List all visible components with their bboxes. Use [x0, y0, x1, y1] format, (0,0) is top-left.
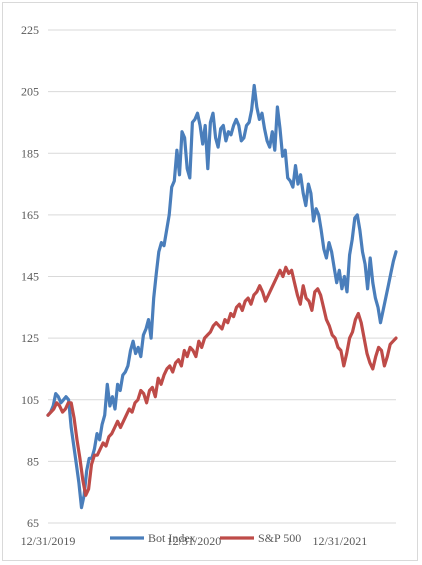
series-line-bot-index: [46, 83, 398, 510]
legend-label-bot-index: Bot Index: [148, 531, 196, 545]
y-tick-label: 225: [21, 23, 39, 37]
y-tick-label: 125: [21, 331, 39, 345]
y-tick-label: 145: [21, 270, 39, 284]
chart-frame: [2, 2, 418, 561]
y-tick-label: 105: [21, 393, 39, 407]
x-tick-label: 12/31/2020: [167, 534, 222, 548]
y-tick-label: 165: [21, 208, 39, 222]
y-tick-label: 185: [21, 146, 39, 160]
legend-label-sp500: S&P 500: [258, 531, 301, 545]
y-tick-label: 205: [21, 85, 39, 99]
x-tick-label: 12/31/2019: [21, 534, 76, 548]
y-tick-label: 85: [27, 454, 39, 468]
series-line-sp500: [46, 265, 398, 497]
y-tick-label: 65: [27, 516, 39, 530]
x-tick-label: 12/31/2021: [313, 534, 368, 548]
